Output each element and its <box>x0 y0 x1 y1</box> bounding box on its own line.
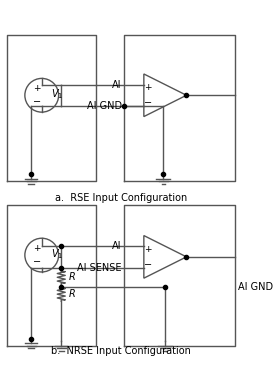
Text: AI GND: AI GND <box>238 282 273 292</box>
Text: −: − <box>32 257 41 267</box>
Text: +: + <box>33 244 40 253</box>
Text: AI: AI <box>112 80 122 90</box>
Text: b.  NRSE Input Configuration: b. NRSE Input Configuration <box>51 346 191 357</box>
Text: −: − <box>144 259 152 270</box>
Text: R: R <box>68 272 75 282</box>
Text: AI SENSE: AI SENSE <box>77 263 122 273</box>
Text: −: − <box>144 98 152 108</box>
Text: AI: AI <box>112 241 122 251</box>
Text: AI GND: AI GND <box>87 101 122 111</box>
Text: +: + <box>33 84 40 93</box>
Text: $V_1$: $V_1$ <box>51 87 63 101</box>
Text: +: + <box>144 83 152 92</box>
Text: −: − <box>32 97 41 107</box>
Text: a.  RSE Input Configuration: a. RSE Input Configuration <box>55 193 187 203</box>
Text: +: + <box>144 245 152 254</box>
Text: R: R <box>68 289 75 299</box>
Text: $V_1$: $V_1$ <box>51 247 63 261</box>
